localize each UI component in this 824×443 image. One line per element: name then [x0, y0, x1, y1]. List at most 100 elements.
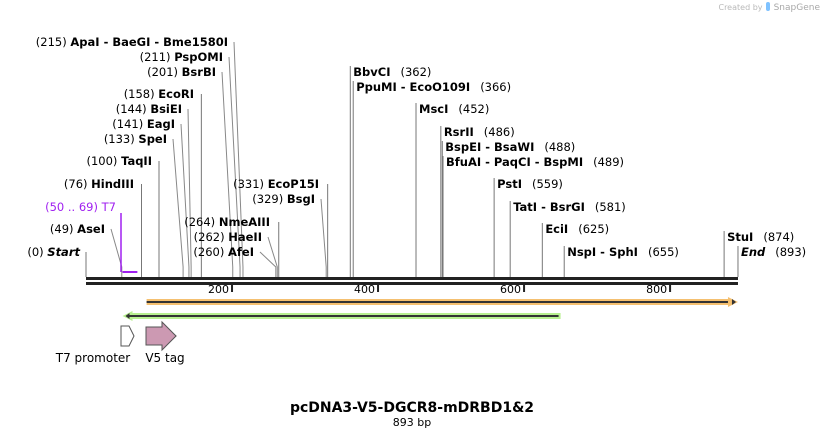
snapgene-watermark: Created by SnapGene	[718, 2, 820, 13]
restriction-site-msci[interactable]: MscI (452)	[419, 102, 489, 116]
restriction-site-hindiii[interactable]: (76) HindIII	[64, 177, 134, 191]
restriction-site-nspi[interactable]: NspI - SphI (655)	[567, 245, 679, 259]
site-name: HaeII	[228, 230, 262, 244]
site-name: BfuAI - PaqCI - BspMI	[446, 155, 583, 169]
site-label: (49) AseI	[50, 222, 105, 236]
restriction-site-ecop15i[interactable]: (331) EcoP15I	[233, 177, 319, 191]
site-name: EcoRI	[158, 87, 194, 101]
restriction-site-pspomi[interactable]: (211) PspOMI	[140, 50, 223, 64]
site-label: EciI (625)	[545, 222, 609, 236]
restriction-site-bsgi[interactable]: (329) BsgI	[252, 192, 315, 206]
watermark-brand: SnapGene	[773, 3, 820, 13]
map-length: 893 bp	[392, 416, 432, 429]
ruler-tick	[669, 285, 672, 292]
restriction-site-bsrbi[interactable]: (201) BsrBI	[147, 65, 216, 79]
restriction-site-psti[interactable]: PstI (559)	[497, 177, 563, 191]
site-name: BsgI	[287, 192, 315, 206]
promoter-arrow-icon	[120, 325, 135, 347]
site-name: Start	[47, 245, 80, 259]
restriction-site-apai[interactable]: (215) ApaI - BaeGI - Bme1580I	[36, 35, 228, 49]
site-position: (144)	[116, 102, 151, 116]
sequence-line-bottom	[86, 282, 738, 285]
restriction-site-ecii[interactable]: EciI (625)	[545, 222, 609, 236]
site-name: End	[741, 245, 766, 259]
site-position: (625)	[578, 222, 609, 236]
site-label: End (893)	[741, 245, 806, 259]
site-position: (362)	[401, 65, 432, 79]
feature-v5-tag[interactable]: V5 tag	[145, 320, 185, 365]
site-label: PstI (559)	[497, 177, 563, 191]
site-position: (158)	[124, 87, 159, 101]
site-position: (49)	[50, 222, 77, 236]
restriction-site-bbvci[interactable]: BbvCI (362)	[353, 65, 431, 79]
restriction-site-bfuai[interactable]: BfuAI - PaqCI - BspMI (489)	[446, 155, 624, 169]
site-position: (331)	[233, 177, 268, 191]
site-name: ApaI - BaeGI - Bme1580I	[70, 35, 228, 49]
site-label: BfuAI - PaqCI - BspMI (489)	[446, 155, 624, 169]
site-name: PstI	[497, 177, 522, 191]
site-label: RsrII (486)	[444, 125, 515, 139]
site-name: PpuMI - EcoO109I	[356, 80, 470, 94]
site-name: RsrII	[444, 125, 474, 139]
site-name: BspEI - BsaWI	[445, 140, 534, 154]
ruler-tick-label: 800	[646, 283, 667, 296]
feature-t7-promoter[interactable]: T7 promoter	[55, 325, 135, 365]
site-name: StuI	[727, 230, 753, 244]
site-label: BbvCI (362)	[353, 65, 431, 79]
restriction-site-nmeaiii[interactable]: (264) NmeAIII	[184, 215, 270, 229]
ruler-tick	[231, 285, 234, 292]
site-label: StuI (874)	[727, 230, 794, 244]
restriction-site-afei[interactable]: (260) AfeI	[193, 245, 254, 259]
site-name: NmeAIII	[219, 215, 270, 229]
site-name: HindIII	[91, 177, 134, 191]
site-label: TatI - BsrGI (581)	[513, 200, 626, 214]
site-name: BbvCI	[353, 65, 390, 79]
site-leader-line	[259, 251, 277, 277]
ruler-tick	[377, 285, 380, 292]
site-name: SpeI	[138, 132, 167, 146]
site-label: (262) HaeII	[194, 230, 262, 244]
primer-t7[interactable]: (50 .. 69) T7	[45, 200, 138, 273]
restriction-site-bspei[interactable]: BspEI - BsaWI (488)	[445, 140, 575, 154]
site-leader-line	[180, 123, 190, 277]
orf-reverse[interactable]	[122, 311, 561, 321]
orf-forward[interactable]	[146, 297, 738, 307]
restriction-site-end[interactable]: End (893)	[741, 245, 806, 259]
site-leader-line	[233, 41, 244, 277]
site-position: (262)	[194, 230, 229, 244]
restriction-site-asei[interactable]: (49) AseI	[50, 222, 105, 236]
site-label: NspI - SphI (655)	[567, 245, 679, 259]
site-name: MscI	[419, 102, 448, 116]
site-position: (893)	[775, 245, 806, 259]
site-position: (486)	[484, 125, 515, 139]
feature-label: T7 promoter	[55, 351, 131, 365]
site-position: (201)	[147, 65, 182, 79]
restriction-site-tati[interactable]: TatI - BsrGI (581)	[513, 200, 626, 214]
restriction-site-bsiei[interactable]: (144) BsiEI	[116, 102, 182, 116]
site-leader-line	[172, 138, 184, 277]
site-position: (655)	[648, 245, 679, 259]
restriction-site-ppumi[interactable]: PpuMI - EcoO109I (366)	[356, 80, 511, 94]
site-name: BsiEI	[150, 102, 182, 116]
feature-label: V5 tag	[145, 351, 184, 365]
restriction-site-haeii[interactable]: (262) HaeII	[194, 230, 262, 244]
site-position: (488)	[544, 140, 575, 154]
site-position: (452)	[458, 102, 489, 116]
site-leader-line	[110, 228, 123, 277]
site-label: (158) EcoRI	[124, 87, 194, 101]
site-label: (331) EcoP15I	[233, 177, 319, 191]
restriction-site-spei[interactable]: (133) SpeI	[104, 132, 167, 146]
tag-arrow-icon	[145, 320, 177, 352]
site-label: (215) ApaI - BaeGI - Bme1580I	[36, 35, 228, 49]
ruler-tick	[523, 285, 526, 292]
site-leader-line	[228, 56, 241, 277]
restriction-site-rsrii[interactable]: RsrII (486)	[444, 125, 515, 139]
restriction-site-start[interactable]: (0) Start	[27, 245, 80, 259]
restriction-site-ecori[interactable]: (158) EcoRI	[124, 87, 194, 101]
restriction-site-eagi[interactable]: (141) EagI	[112, 117, 175, 131]
restriction-site-taqii[interactable]: (100) TaqII	[86, 154, 152, 168]
primer-binding-bar	[122, 271, 138, 273]
restriction-site-stui[interactable]: StuI (874)	[727, 230, 794, 244]
